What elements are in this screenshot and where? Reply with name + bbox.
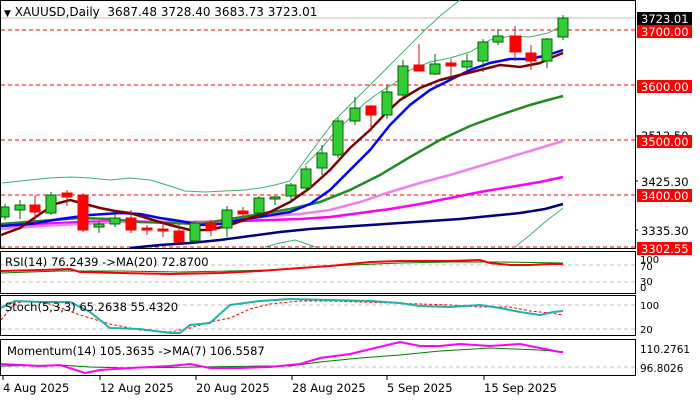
rsi-axis: 100 70 30 0 bbox=[640, 255, 659, 294]
symbol-label: XAUUSD,Daily bbox=[14, 5, 100, 19]
svg-text:30: 30 bbox=[640, 277, 653, 288]
level-badge bbox=[637, 242, 692, 255]
ma-navy bbox=[129, 202, 564, 250]
svg-text:70: 70 bbox=[640, 262, 653, 273]
chart-header: ▼ XAUUSD,Daily 3687.48 3728.40 3683.73 3… bbox=[4, 5, 317, 21]
time-label: 12 Aug 2025 bbox=[100, 381, 174, 395]
level-label: 3500.00 bbox=[641, 135, 689, 149]
level-badge bbox=[637, 25, 692, 38]
rsi-line bbox=[0, 258, 563, 276]
level-label: 3600.00 bbox=[641, 80, 689, 94]
candles bbox=[0, 15, 569, 244]
svg-text:100: 100 bbox=[640, 301, 659, 312]
svg-text:110.2761: 110.2761 bbox=[640, 344, 690, 356]
bollinger-upper bbox=[1, 0, 461, 193]
momentum-line bbox=[0, 340, 563, 375]
svg-text:96.8026: 96.8026 bbox=[640, 363, 684, 375]
momentum-label: Momentum(14) 105.3635 ->MA(7) 106.5587 bbox=[7, 344, 265, 358]
current-price-badge bbox=[637, 12, 692, 25]
triangle-down-icon[interactable]: ▼ bbox=[4, 9, 11, 19]
svg-text:0: 0 bbox=[640, 283, 646, 294]
time-label: 5 Sep 2025 bbox=[387, 381, 453, 395]
ohlc-values: 3687.48 3728.40 3683.73 3723.01 bbox=[107, 5, 318, 19]
level-badge bbox=[637, 135, 692, 148]
rsi-label: RSI(14) 76.2439 ->MA(20) 72.8700 bbox=[5, 255, 209, 269]
momentum-axis: 110.2761 96.8026 bbox=[640, 344, 690, 375]
stoch-main-line bbox=[0, 297, 564, 334]
price-axis: 3513.50 3425.30 3335.30 3723.01 3700.00 … bbox=[635, 12, 692, 256]
level-badge bbox=[637, 80, 692, 93]
level-badge bbox=[637, 189, 692, 202]
time-label: 4 Aug 2025 bbox=[3, 381, 69, 395]
main-panel-frame bbox=[0, 0, 636, 249]
level-label: 3302.55 bbox=[641, 242, 689, 256]
bollinger-lower bbox=[264, 239, 319, 249]
time-label: 15 Sep 2025 bbox=[484, 381, 557, 395]
stoch-label: Stoch(5,3,3) 65.2638 55.4320 bbox=[5, 300, 178, 314]
current-price-label: 3723.01 bbox=[641, 12, 689, 26]
svg-text:100: 100 bbox=[640, 255, 659, 266]
level-lines bbox=[1, 29, 635, 248]
time-label: 28 Aug 2025 bbox=[292, 381, 366, 395]
time-axis bbox=[2, 376, 485, 380]
price-tick: 3425.30 bbox=[641, 175, 689, 189]
stoch-axis: 100 20 bbox=[640, 301, 659, 336]
momentum-ma-line bbox=[0, 347, 564, 369]
level-label: 3400.00 bbox=[641, 189, 689, 203]
stoch-signal-line bbox=[0, 300, 564, 333]
time-label: 20 Aug 2025 bbox=[196, 381, 270, 395]
price-tick: 3335.30 bbox=[641, 224, 689, 238]
level-label: 3700.00 bbox=[641, 25, 689, 39]
bollinger-lower-2 bbox=[514, 207, 564, 248]
svg-text:20: 20 bbox=[640, 325, 653, 336]
